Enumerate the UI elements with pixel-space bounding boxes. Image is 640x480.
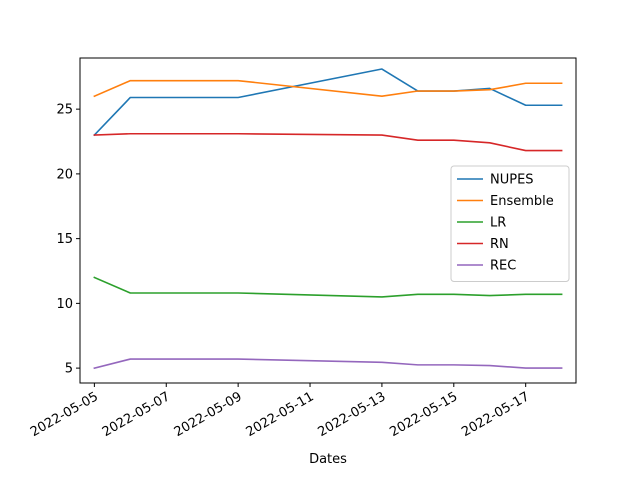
y-tick-label: 20 [56,167,73,182]
legend-box [450,165,570,282]
y-tick-label: 15 [56,232,73,247]
y-tick-label: 5 [65,362,73,377]
legend-label-lr: LR [490,216,506,231]
series-line-ensemble [93,79,563,98]
legend-label-rec: REC [490,259,516,274]
series-layer [93,68,563,370]
legend-label-ensemble: Ensemble [490,194,554,209]
legend-label-rn: RN [490,237,509,252]
y-tick-label: 10 [56,297,73,312]
legend: NUPES Ensemble LR RN REC [450,165,570,282]
y-tick-label: 25 [56,103,73,118]
series-line-lr [93,276,563,298]
legend-label-nupes: NUPES [490,173,534,188]
plot-frame [79,57,577,384]
x-axis-label: Dates [309,452,347,467]
series-line-rn [93,132,563,152]
series-line-rec [93,358,563,370]
y-axis: 5 10 15 20 25 [56,103,80,377]
